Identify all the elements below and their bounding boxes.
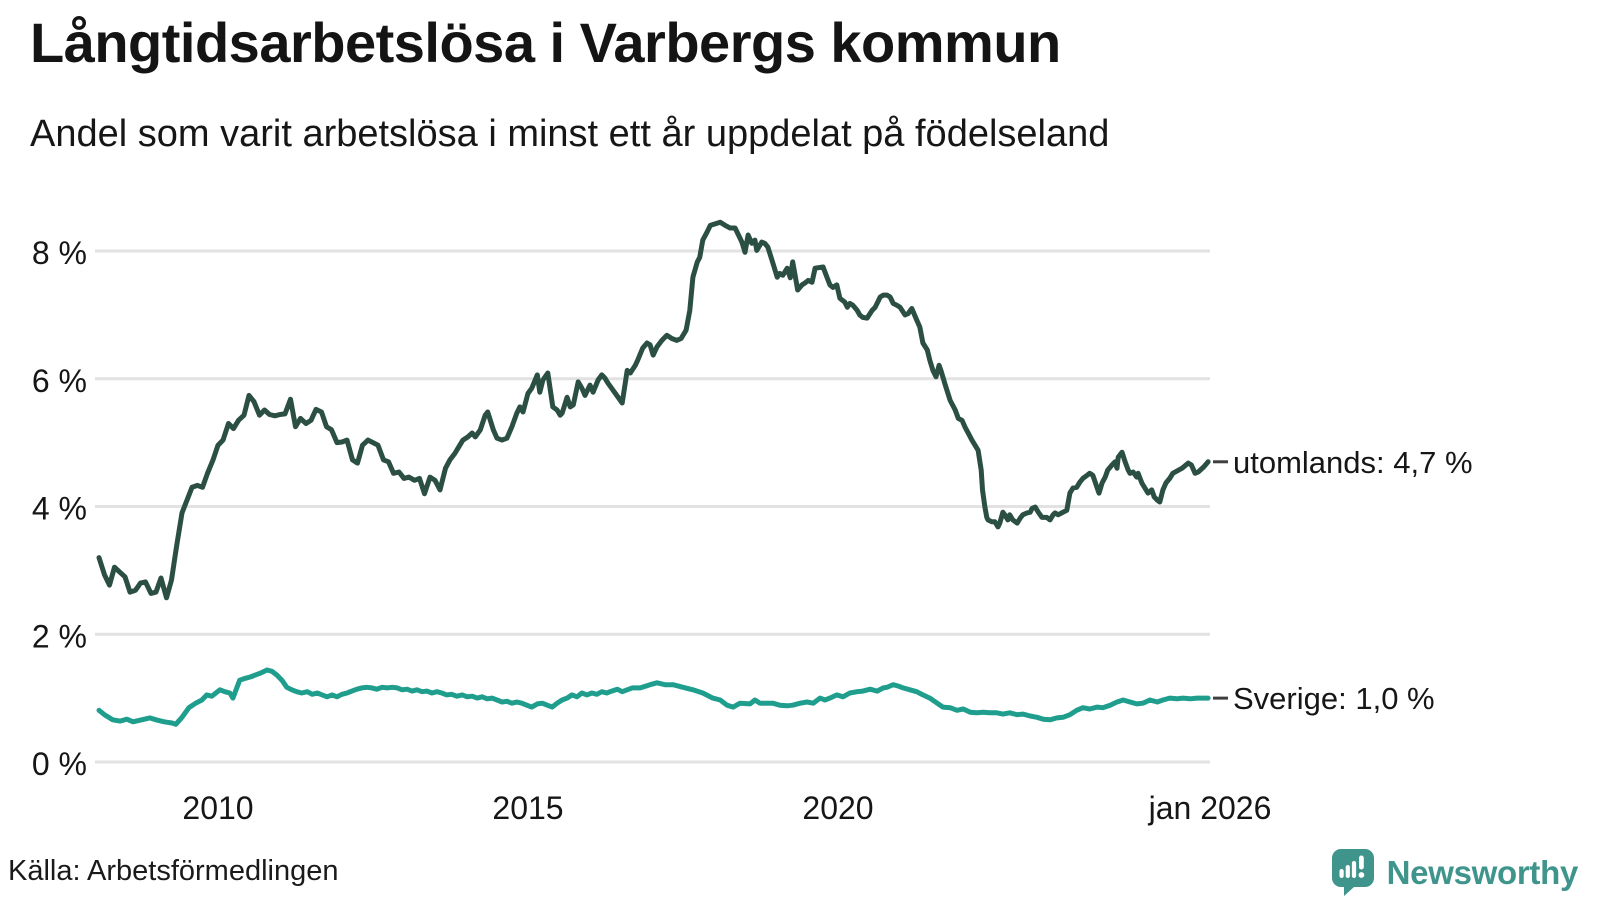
y-axis-tick-label: 6 % (32, 363, 87, 399)
logo-exclamation-bar (1358, 855, 1364, 870)
utomlands-end-label: utomlands: 4,7 % (1233, 445, 1473, 480)
newsworthy-logo-text: Newsworthy (1386, 853, 1579, 891)
source-note: Källa: Arbetsförmedlingen (8, 855, 339, 887)
newsworthy-logo-icon (1331, 849, 1374, 896)
sverige-line (96, 667, 1211, 727)
logo-bar-tall (1351, 861, 1356, 878)
logo-bar-small (1339, 869, 1344, 878)
x-axis-tick-label: jan 2026 (1148, 790, 1272, 826)
chart-subtitle: Andel som varit arbetslösa i minst ett å… (30, 113, 1110, 155)
logo-bar-medium (1345, 865, 1350, 878)
newsworthy-logo: Newsworthy (1331, 849, 1579, 896)
page-title: Långtidsarbetslösa i Varbergs kommun (30, 11, 1061, 74)
x-axis-tick-label: 2020 (802, 790, 873, 826)
logo-exclamation-dot (1358, 872, 1364, 878)
y-axis-tick-label: 2 % (32, 618, 87, 654)
sverige-end-label: Sverige: 1,0 % (1233, 681, 1435, 716)
x-axis-tick-label: 2015 (492, 790, 563, 826)
y-axis-tick-label: 0 % (32, 746, 87, 782)
utomlands-line (96, 219, 1211, 601)
x-axis-tick-label: 2010 (182, 790, 253, 826)
y-axis-tick-label: 4 % (32, 491, 87, 527)
y-axis-tick-label: 8 % (32, 235, 87, 271)
